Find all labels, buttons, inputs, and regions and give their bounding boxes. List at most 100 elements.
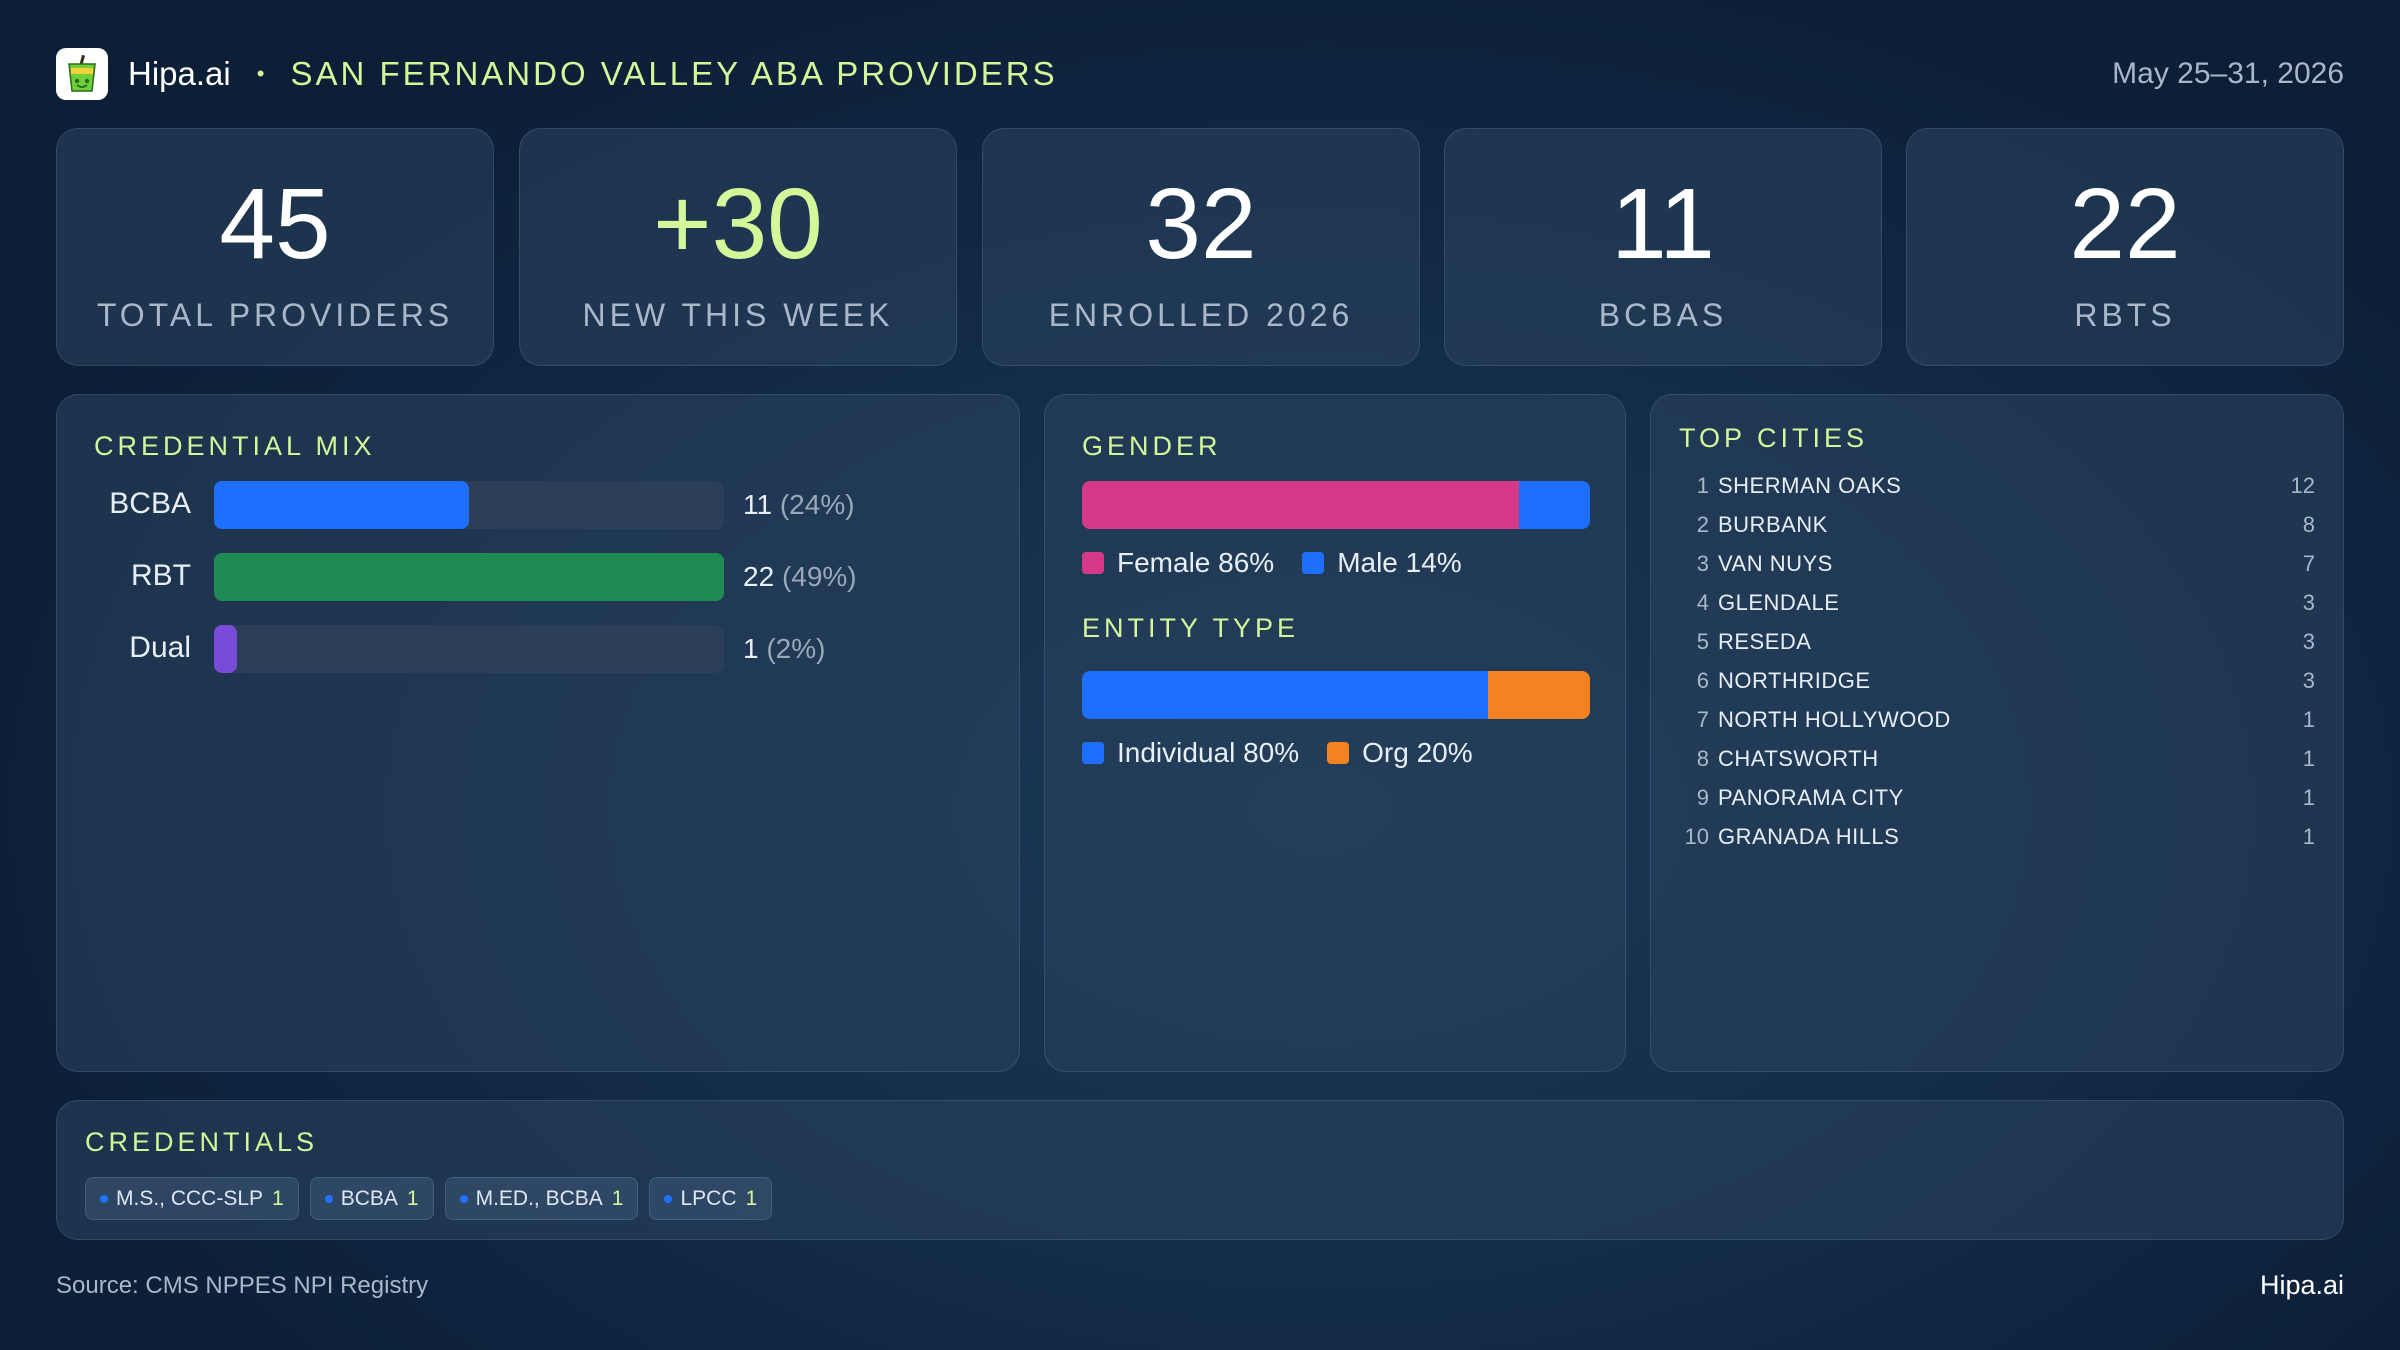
source-note: Source: CMS NPPES NPI Registry	[56, 1272, 429, 1299]
top-cities-panel: TOP CITIES 1 SHERMAN OAKS 12 2 BURBANK 8 3 VA…	[1650, 394, 2344, 1072]
city-name: SHERMAN OAKS	[1718, 473, 1902, 498]
mix-bar	[214, 625, 237, 673]
stat-card-enrolled-2026: 32 ENROLLED 2026	[982, 128, 1420, 366]
mix-track	[214, 553, 724, 601]
city-rank: 4	[1696, 590, 1709, 615]
gender-title: GENDER	[1082, 431, 1222, 461]
entity-stacked-bar	[1082, 671, 1590, 719]
legend-swatch	[1302, 552, 1325, 574]
stat-label: TOTAL PROVIDERS	[96, 297, 454, 333]
list-item: 2 BURBANK 8	[1651, 512, 2343, 542]
credential-chip[interactable]: BCBA 1	[309, 1177, 434, 1220]
mix-percent: (49%)	[781, 561, 857, 592]
city-rank: 3	[1696, 551, 1709, 576]
stat-card-bcbas: 11 BCBAS	[1444, 128, 1882, 366]
credential-chip[interactable]: M.ED., BCBA 1	[444, 1177, 639, 1220]
chip-dot	[324, 1194, 333, 1203]
city-name: NORTHRIDGE	[1718, 668, 1871, 693]
gender-segment-male	[1518, 481, 1590, 529]
city-count: 1	[2302, 824, 2315, 849]
list-item: 4 GLENDALE 3	[1651, 590, 2343, 620]
city-name: GRANADA HILLS	[1718, 824, 1900, 849]
entity-type-title: ENTITY TYPE	[1082, 613, 1300, 643]
mix-track	[214, 625, 724, 673]
stat-value: 45	[219, 168, 331, 280]
stat-value: 11	[1611, 168, 1715, 280]
credential-chip[interactable]: M.S., CCC-SLP 1	[85, 1177, 299, 1220]
chip-count: 1	[272, 1186, 284, 1210]
legend-item-individual: Individual 80%	[1082, 737, 1299, 769]
list-item: 9 PANORAMA CITY 1	[1651, 785, 2343, 815]
city-rank: 7	[1696, 707, 1709, 732]
mix-track	[214, 481, 724, 529]
stat-label: NEW THIS WEEK	[582, 297, 894, 333]
drink-cup-icon	[56, 48, 108, 100]
city-rank: 1	[1696, 473, 1709, 498]
city-count: 3	[2302, 668, 2315, 693]
list-item: 7 NORTH HOLLYWOOD 1	[1651, 707, 2343, 737]
legend-swatch	[1327, 742, 1350, 764]
mix-label: RBT	[131, 559, 191, 592]
stat-label: BCBAS	[1598, 297, 1728, 333]
city-count: 12	[2290, 473, 2315, 498]
city-name: RESEDA	[1718, 629, 1812, 654]
stat-value: +30	[653, 168, 823, 280]
entity-segment-individual	[1082, 671, 1489, 719]
credentials-panel: CREDENTIALS M.S., CCC-SLP 1 BCBA 1 M.ED., …	[56, 1100, 2344, 1240]
city-name: PANORAMA CITY	[1718, 785, 1904, 810]
credential-chip-list: M.S., CCC-SLP 1 BCBA 1 M.ED., BCBA 1 LPCC 1	[85, 1177, 783, 1220]
gender-segment-female	[1082, 481, 1519, 529]
city-count: 3	[2302, 590, 2315, 615]
section-title: CREDENTIALS	[85, 1127, 319, 1157]
list-item: 10 GRANADA HILLS 1	[1651, 824, 2343, 854]
chip-label: M.S., CCC-SLP	[116, 1186, 264, 1210]
mix-label: BCBA	[109, 487, 191, 520]
stat-value: 32	[1145, 168, 1257, 280]
brand-name: Hipa.ai	[128, 55, 231, 92]
mix-count: 11	[743, 489, 773, 520]
date-range: May 25–31, 2026	[2112, 57, 2344, 90]
city-name: GLENDALE	[1718, 590, 1840, 615]
city-rank: 5	[1696, 629, 1709, 654]
legend-label: Org 20%	[1362, 737, 1473, 768]
list-item: 5 RESEDA 3	[1651, 629, 2343, 659]
list-item: 1 SHERMAN OAKS 12	[1651, 473, 2343, 503]
demographics-panel: GENDER Female 86% Male 14% ENTITY TYPE I…	[1044, 394, 1626, 1072]
gender-legend: Female 86% Male 14%	[1082, 547, 1490, 579]
list-item: 8 CHATSWORTH 1	[1651, 746, 2343, 776]
legend-item-org: Org 20%	[1327, 737, 1473, 769]
mix-value: 22 (49%)	[743, 561, 857, 593]
city-name: BURBANK	[1718, 512, 1828, 537]
city-rank: 8	[1696, 746, 1709, 771]
list-item: 6 NORTHRIDGE 3	[1651, 668, 2343, 698]
chip-dot	[664, 1194, 673, 1203]
mix-row-rbt: RBT 22 (49%)	[57, 553, 1019, 601]
footer-brand: Hipa.ai	[2259, 1270, 2344, 1300]
city-rank: 9	[1696, 785, 1709, 810]
mix-row-dual: Dual 1 (2%)	[57, 625, 1019, 673]
chip-count: 1	[406, 1186, 419, 1210]
mix-percent: (2%)	[766, 633, 826, 664]
legend-item-male: Male 14%	[1302, 547, 1462, 579]
mix-label: Dual	[129, 631, 191, 664]
city-count: 1	[2302, 785, 2315, 810]
stat-card-new-this-week: +30 NEW THIS WEEK	[519, 128, 957, 366]
city-count: 3	[2302, 629, 2315, 654]
chip-count: 1	[745, 1186, 758, 1210]
section-title: TOP CITIES	[1679, 423, 1869, 453]
legend-label: Female 86%	[1117, 547, 1275, 578]
mix-count: 22	[743, 561, 775, 592]
mix-percent: (24%)	[779, 489, 855, 520]
mix-count: 1	[743, 633, 759, 664]
legend-swatch	[1082, 742, 1104, 764]
legend-swatch	[1082, 552, 1104, 574]
stat-card-total-providers: 45 TOTAL PROVIDERS	[56, 128, 494, 366]
credential-chip[interactable]: LPCC 1	[649, 1177, 773, 1220]
chip-label: LPCC	[680, 1186, 737, 1210]
city-count: 7	[2302, 551, 2315, 576]
gender-stacked-bar	[1082, 481, 1590, 529]
city-rank: 2	[1696, 512, 1709, 537]
chip-label: M.ED., BCBA	[475, 1186, 603, 1210]
city-count: 1	[2302, 746, 2315, 771]
mix-row-bcba: BCBA 11 (24%)	[57, 481, 1019, 529]
